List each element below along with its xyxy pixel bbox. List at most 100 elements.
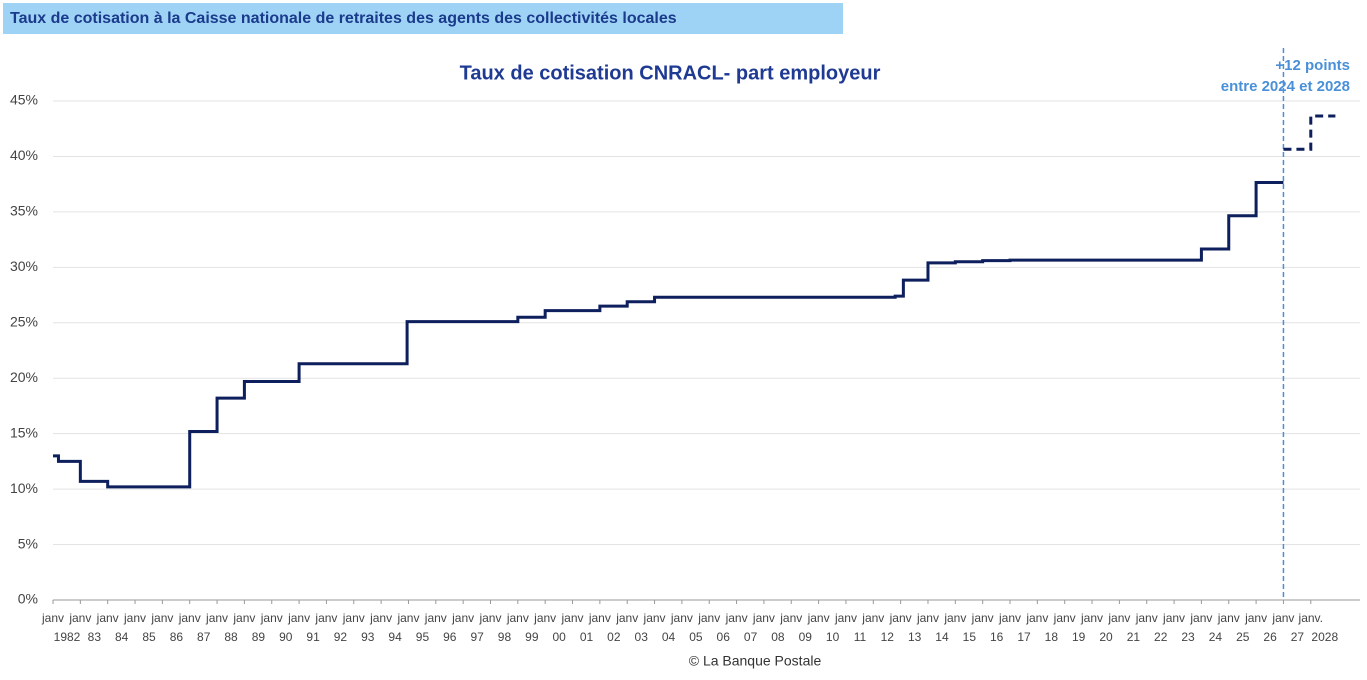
x-tick-prefix: janv [96, 611, 119, 625]
x-tick-label: 11 [854, 630, 867, 644]
x-tick-label: 18 [1045, 630, 1059, 644]
x-tick-prefix: janv [506, 611, 529, 625]
x-tick-prefix: janv [752, 611, 775, 625]
x-tick-prefix: janv [260, 611, 283, 625]
x-tick-prefix: janv [1080, 611, 1103, 625]
x-tick-label: 04 [662, 630, 676, 644]
x-tick-label: 1982 [54, 630, 81, 644]
x-tick-prefix: janv [68, 611, 91, 625]
x-tick-label: 92 [334, 630, 348, 644]
x-tick-label: 05 [689, 630, 703, 644]
y-tick-label: 35% [10, 203, 38, 219]
x-tick-label: 06 [717, 630, 731, 644]
x-tick-prefix: janv [123, 611, 146, 625]
x-tick-prefix: janv [889, 611, 912, 625]
x-tick-label: 00 [552, 630, 566, 644]
x-tick-prefix: janv [779, 611, 802, 625]
x-tick-prefix: janv [1053, 611, 1076, 625]
y-tick-label: 40% [10, 147, 38, 163]
x-tick-prefix: janv [916, 611, 939, 625]
x-tick-prefix: janv [697, 611, 720, 625]
x-tick-label: 27 [1291, 630, 1305, 644]
x-tick-prefix: janv [861, 611, 884, 625]
y-tick-label: 0% [18, 591, 38, 607]
x-tick-prefix: janv [424, 611, 447, 625]
x-tick-label: 15 [963, 630, 977, 644]
x-tick-label: 99 [525, 630, 539, 644]
x-tick-prefix: janv [533, 611, 556, 625]
x-tick-prefix: janv [807, 611, 830, 625]
x-tick-prefix: janv [588, 611, 611, 625]
x-tick-prefix: janv [1189, 611, 1212, 625]
x-tick-prefix: janv [478, 611, 501, 625]
x-tick-label: 03 [635, 630, 649, 644]
x-tick-label: 23 [1181, 630, 1195, 644]
x-tick-prefix: janv [232, 611, 255, 625]
x-tick-label: 09 [799, 630, 813, 644]
y-tick-label: 30% [10, 258, 38, 274]
x-tick-prefix: janv [150, 611, 173, 625]
x-tick-label: 10 [826, 630, 840, 644]
series-line [53, 181, 1284, 489]
x-tick-prefix: janv [1217, 611, 1240, 625]
x-tick-label: 22 [1154, 630, 1168, 644]
x-tick-prefix: janv [451, 611, 474, 625]
x-tick-label: 91 [306, 630, 320, 644]
x-tick-prefix: janv [971, 611, 994, 625]
x-tick-prefix: janv [834, 611, 857, 625]
x-tick-label: 84 [115, 630, 129, 644]
y-tick-label: 20% [10, 369, 38, 385]
y-tick-label: 45% [10, 92, 38, 108]
annotation-text: +12 points [1275, 57, 1350, 74]
x-tick-prefix: janv [1271, 611, 1294, 625]
annotation-text: entre 2024 et 2028 [1221, 78, 1350, 95]
x-tick-prefix: janv [670, 611, 693, 625]
x-tick-label: 25 [1236, 630, 1250, 644]
x-tick-prefix: janv [643, 611, 666, 625]
x-tick-prefix: janv [287, 611, 310, 625]
x-tick-prefix: janv [1244, 611, 1267, 625]
header-banner [3, 3, 843, 34]
x-tick-label: 24 [1209, 630, 1223, 644]
x-tick-label: 95 [416, 630, 430, 644]
x-tick-label: 01 [580, 630, 594, 644]
x-tick-label: 90 [279, 630, 293, 644]
x-tick-prefix: janv [178, 611, 201, 625]
x-tick-label: 21 [1127, 630, 1141, 644]
x-tick-label: 16 [990, 630, 1004, 644]
x-tick-prefix: janv [396, 611, 419, 625]
x-tick-label: 13 [908, 630, 922, 644]
x-tick-label: 02 [607, 630, 621, 644]
header-title: Taux de cotisation à la Caisse nationale… [10, 10, 677, 27]
x-tick-prefix: janv [943, 611, 966, 625]
x-tick-prefix: janv [998, 611, 1021, 625]
x-tick-label: 19 [1072, 630, 1086, 644]
x-tick-prefix: janv [615, 611, 638, 625]
x-tick-label: 20 [1099, 630, 1113, 644]
y-tick-label: 15% [10, 424, 38, 440]
x-tick-label: 12 [881, 630, 895, 644]
x-tick-prefix: janv [1135, 611, 1158, 625]
y-tick-label: 5% [18, 535, 38, 551]
x-tick-label: 14 [935, 630, 949, 644]
x-tick-label: 94 [388, 630, 402, 644]
x-tick-prefix: janv [41, 611, 64, 625]
series-line [1283, 114, 1336, 151]
x-tick-prefix: janv [1107, 611, 1130, 625]
y-tick-label: 10% [10, 480, 38, 496]
x-tick-prefix: janv [1162, 611, 1185, 625]
x-tick-label: 08 [771, 630, 785, 644]
x-tick-prefix: janv [205, 611, 228, 625]
y-tick-label: 25% [10, 313, 38, 329]
chart-title: Taux de cotisation CNRACL- part employeu… [460, 62, 881, 84]
x-tick-label: 89 [252, 630, 266, 644]
x-tick-prefix: janv [1025, 611, 1048, 625]
x-tick-label: 86 [170, 630, 184, 644]
x-tick-prefix: janv [369, 611, 392, 625]
x-tick-prefix: janv [342, 611, 365, 625]
x-tick-label: 88 [224, 630, 238, 644]
x-tick-label: 83 [88, 630, 102, 644]
x-tick-prefix: janv [725, 611, 748, 625]
x-tick-label: 26 [1263, 630, 1277, 644]
